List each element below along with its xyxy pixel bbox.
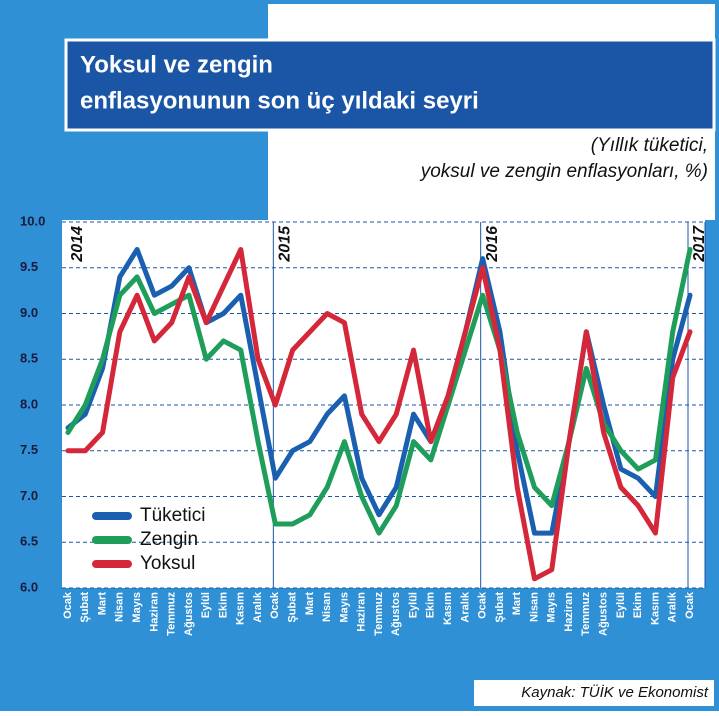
x-tick-label: Nisan: [321, 592, 333, 622]
x-tick-label: Eylül: [407, 592, 419, 618]
series-line: [65, 246, 693, 582]
x-tick-label: Mayıs: [546, 592, 558, 623]
source: Kaynak: TÜİK ve Ekonomist: [521, 683, 709, 701]
y-tick-label: 7.5: [20, 442, 38, 457]
x-tick-label: Kasım: [649, 592, 661, 625]
legend-label: Zengin: [140, 529, 198, 550]
x-tick-label: Eylül: [200, 592, 212, 618]
y-tick-label: 6.0: [20, 579, 38, 594]
x-tick-label: Ocak: [477, 591, 489, 619]
year-label: 2015: [277, 225, 294, 263]
y-tick-label: 9.0: [20, 305, 38, 320]
title-box: [64, 38, 716, 132]
series-line: [65, 246, 693, 536]
x-tick-label: Haziran: [148, 592, 160, 632]
x-tick-label: Mart: [304, 592, 316, 616]
y-tick-label: 8.5: [20, 351, 38, 366]
source-box: [474, 680, 714, 706]
x-tick-label: Temmuz: [373, 592, 385, 636]
x-tick-label: Temmuz: [580, 592, 592, 636]
y-tick-label: 9.5: [20, 259, 38, 274]
x-tick-label: Ocak: [62, 591, 74, 619]
x-tick-label: Mart: [96, 592, 108, 616]
subtitle: yoksul ve zengin enflasyonları, %): [419, 161, 708, 182]
x-tick-label: Aralık: [459, 591, 471, 622]
x-tick-label: Ocak: [684, 591, 696, 619]
x-tick-label: Haziran: [563, 592, 575, 632]
y-tick-label: 6.5: [20, 534, 38, 549]
x-tick-label: Ekim: [217, 592, 229, 619]
x-tick-label: Şubat: [287, 592, 299, 623]
x-tick-label: Aralık: [252, 591, 264, 622]
x-tick-label: Ağustos: [390, 592, 402, 636]
year-label: 2017: [691, 225, 708, 263]
y-tick-label: 8.0: [20, 396, 38, 411]
subtitle: (Yıllık tüketici,: [591, 135, 708, 156]
x-tick-label: Haziran: [356, 592, 368, 632]
x-tick-label: Ağustos: [183, 592, 195, 636]
x-tick-label: Kasım: [442, 592, 454, 625]
x-tick-label: Ekim: [632, 592, 644, 619]
x-tick-label: Aralık: [667, 591, 679, 622]
year-label: 2016: [484, 226, 501, 263]
x-tick-label: Mayıs: [131, 592, 143, 623]
x-tick-label: Şubat: [494, 592, 506, 623]
year-label: 2014: [69, 226, 86, 263]
chart-title: enflasyonunun son üç yıldaki seyri: [80, 87, 479, 114]
legend-label: Yoksul: [140, 553, 195, 574]
x-tick-label: Eylül: [615, 592, 627, 618]
y-tick-label: 7.0: [20, 488, 38, 503]
y-tick-label: 10.0: [20, 213, 45, 228]
x-tick-label: Kasım: [235, 592, 247, 625]
x-tick-label: Şubat: [79, 592, 91, 623]
x-tick-label: Mayıs: [338, 592, 350, 623]
x-tick-label: Ağustos: [598, 592, 610, 636]
legend-label: Tüketici: [140, 505, 205, 526]
x-tick-label: Mart: [511, 592, 523, 616]
x-tick-label: Temmuz: [166, 592, 178, 636]
chart-title: Yoksul ve zengin: [80, 51, 273, 78]
x-tick-label: Ocak: [269, 591, 281, 619]
x-tick-label: Nisan: [114, 592, 126, 622]
x-tick-label: Ekim: [425, 592, 437, 619]
x-tick-label: Nisan: [528, 592, 540, 622]
